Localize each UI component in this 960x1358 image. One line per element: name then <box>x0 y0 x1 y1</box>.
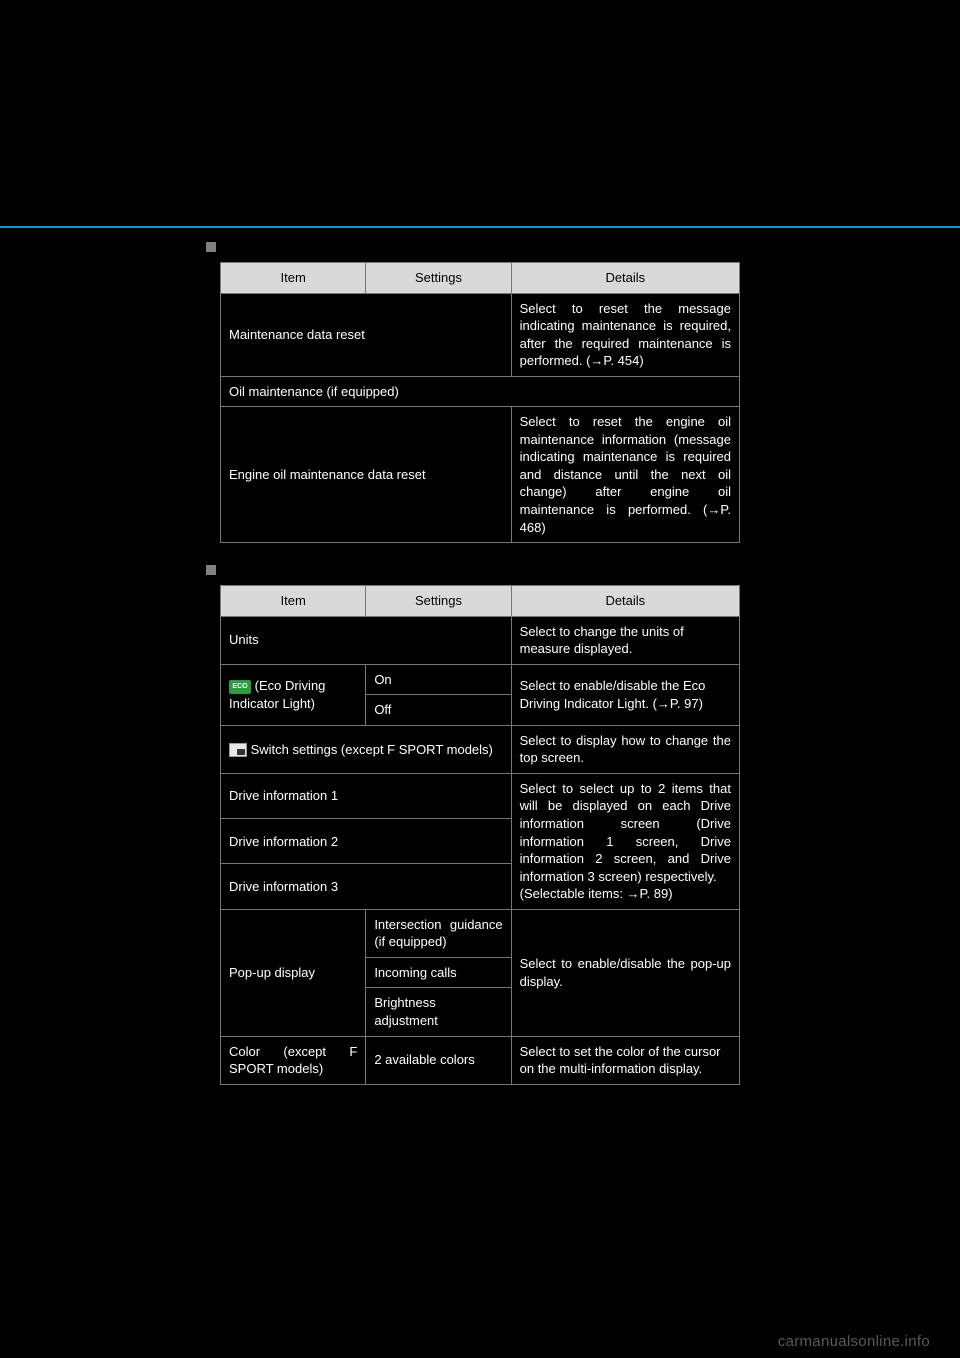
cell-details: Select to enable/disable the Eco Driving… <box>511 664 739 725</box>
col-header-settings: Settings <box>366 263 511 294</box>
cell-item: Drive information 3 <box>221 864 512 909</box>
section-marker-1 <box>206 238 740 256</box>
cell-details: Select to enable/disable the pop-up disp… <box>511 909 739 1036</box>
cell-details: Select to change the units of measure di… <box>511 616 739 664</box>
table-row-eco-on: ECO (Eco Driving Indicator Light) On Sel… <box>221 664 740 695</box>
cell-item: Units <box>221 616 512 664</box>
cell-item: Engine oil maintenance data reset <box>221 407 512 543</box>
vehicle-settings-table-2: Item Settings Details Units Select to ch… <box>220 585 740 1084</box>
col-header-item: Item <box>221 586 366 617</box>
cell-details: Select to reset the engine oil maintenan… <box>511 407 739 543</box>
switch-icon <box>229 743 247 757</box>
cell-item-eco: ECO (Eco Driving Indicator Light) <box>221 664 366 725</box>
cell-setting-on: On <box>366 664 511 695</box>
table-row-color: Color (except F SPORT models) 2 availabl… <box>221 1036 740 1084</box>
cell-item: Pop-up display <box>221 909 366 1036</box>
watermark-text: carmanualsonline.info <box>778 1333 930 1350</box>
col-header-settings: Settings <box>366 586 511 617</box>
cell-details: Select to select up to 2 items that will… <box>511 773 739 909</box>
table-header-row: Item Settings Details <box>221 263 740 294</box>
cell-details: Select to set the color of the cursor on… <box>511 1036 739 1084</box>
table-row: Maintenance data reset Select to reset t… <box>221 293 740 376</box>
col-header-details: Details <box>511 263 739 294</box>
cell-details: Select to display how to change the top … <box>511 725 739 773</box>
cell-details: Select to reset the message indicating m… <box>511 293 739 376</box>
table-header-row: Item Settings Details <box>221 586 740 617</box>
col-header-item: Item <box>221 263 366 294</box>
cell-subheading: Oil maintenance (if equipped) <box>221 376 740 407</box>
switch-label: Switch settings (except F SPORT models) <box>247 742 493 757</box>
table-row-switch: Switch settings (except F SPORT models) … <box>221 725 740 773</box>
cell-setting: Brightness adjustment <box>366 988 511 1036</box>
cell-item: Drive information 2 <box>221 819 512 864</box>
cell-item: Maintenance data reset <box>221 293 512 376</box>
cell-setting: Incoming calls <box>366 957 511 988</box>
col-header-details: Details <box>511 586 739 617</box>
cell-setting: 2 available colors <box>366 1036 511 1084</box>
vehicle-settings-table-1: Item Settings Details Maintenance data r… <box>220 262 740 543</box>
table-row-popup-1: Pop-up display Intersection guidance (if… <box>221 909 740 957</box>
table-row-drive1: Drive information 1 Select to select up … <box>221 773 740 818</box>
cell-item: Color (except F SPORT models) <box>221 1036 366 1084</box>
table-row: Engine oil maintenance data reset Select… <box>221 407 740 543</box>
table-row-units: Units Select to change the units of meas… <box>221 616 740 664</box>
cell-item: Drive information 1 <box>221 773 512 818</box>
table-subheading-row: Oil maintenance (if equipped) <box>221 376 740 407</box>
eco-icon: ECO <box>229 680 251 694</box>
cell-item-switch: Switch settings (except F SPORT models) <box>221 725 512 773</box>
cell-setting: Intersection guidance (if equipped) <box>366 909 511 957</box>
cell-setting-off: Off <box>366 695 511 726</box>
section-marker-2 <box>206 561 740 579</box>
